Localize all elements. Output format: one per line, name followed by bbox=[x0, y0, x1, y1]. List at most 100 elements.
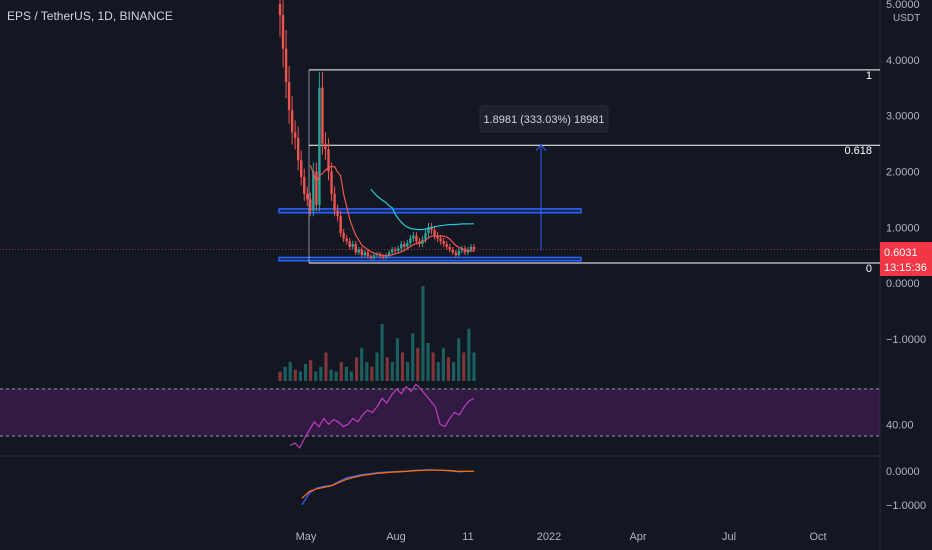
candle-body bbox=[315, 171, 318, 205]
price-axis[interactable]: 5.0000 4.0000 3.0000 2.0000 1.0000 0.0000 −1.0… bbox=[886, 0, 926, 346]
candle-body bbox=[354, 244, 357, 253]
candle-body bbox=[472, 246, 476, 250]
candle-body bbox=[424, 232, 427, 240]
ma-slow-line bbox=[370, 188, 474, 231]
candle-body bbox=[333, 193, 336, 211]
volume-bar bbox=[309, 360, 313, 381]
volume-bar bbox=[314, 371, 318, 381]
volume-bar bbox=[441, 347, 445, 381]
price-badge: 0.6031 13:15:36 bbox=[880, 242, 932, 276]
candle-body bbox=[451, 249, 454, 253]
volume-bar bbox=[395, 338, 400, 381]
volume-bar bbox=[390, 362, 394, 381]
candle-body bbox=[296, 137, 300, 161]
candle-body bbox=[439, 238, 442, 242]
price-series bbox=[278, 0, 476, 260]
volume-bar bbox=[385, 357, 389, 381]
volume-bar bbox=[436, 362, 440, 381]
fibonacci-retracement[interactable]: 1 0.618 0 bbox=[308, 69, 880, 275]
candle-body bbox=[351, 244, 354, 247]
volume-bar bbox=[451, 362, 456, 381]
price-tick-label: 3.0000 bbox=[886, 111, 920, 123]
time-tick-label: 11 bbox=[462, 531, 473, 543]
zone-rect[interactable] bbox=[278, 256, 582, 262]
volume-bar bbox=[293, 369, 297, 381]
candle-body bbox=[400, 244, 403, 249]
volume-bar bbox=[462, 352, 466, 381]
support-resistance-zones[interactable] bbox=[278, 208, 582, 262]
time-tick-label: 2022 bbox=[537, 531, 561, 543]
volume-bar bbox=[467, 328, 471, 381]
candle-body bbox=[321, 87, 324, 144]
price-tick-label: −1.0000 bbox=[886, 334, 926, 346]
candle-body bbox=[427, 227, 430, 233]
candle-body bbox=[457, 250, 461, 256]
volume-bar bbox=[416, 347, 420, 381]
price-tick-label: 1.0000 bbox=[886, 222, 920, 234]
rsi-tick-label: 40.00 bbox=[886, 419, 914, 431]
volume-bar bbox=[360, 347, 364, 381]
candle-body bbox=[369, 256, 373, 258]
volume-bar bbox=[344, 366, 348, 381]
price-tick-label: 5.0000 bbox=[886, 0, 920, 11]
volume-bar bbox=[411, 333, 415, 381]
candle-body bbox=[384, 255, 388, 258]
candle-body bbox=[348, 241, 351, 247]
volume-bar bbox=[426, 343, 430, 381]
price-tick-label: 4.0000 bbox=[886, 55, 920, 67]
rsi-series bbox=[289, 383, 475, 449]
candle-body bbox=[336, 210, 339, 217]
candle-body bbox=[406, 242, 409, 247]
currency-label: USDT bbox=[893, 13, 920, 24]
volume-bar bbox=[319, 366, 323, 381]
candle-body bbox=[357, 249, 361, 253]
price-tick-label: 0.0000 bbox=[886, 278, 920, 290]
time-tick-label: Oct bbox=[809, 531, 826, 543]
zone-rect[interactable] bbox=[278, 208, 582, 214]
volume-bar bbox=[334, 371, 338, 381]
time-axis[interactable]: May Aug 11 2022 Apr Jul Oct bbox=[296, 531, 827, 543]
macd-series-signal bbox=[301, 469, 475, 499]
volume-bar bbox=[365, 362, 369, 381]
candle-body bbox=[309, 199, 312, 211]
fib-label: 1 bbox=[866, 70, 872, 82]
time-tick-label: Apr bbox=[629, 531, 646, 543]
candle-body bbox=[442, 241, 445, 245]
candle-body bbox=[327, 149, 330, 172]
measure-tool[interactable]: 1.8981 (333.03%) 18981 bbox=[479, 105, 609, 251]
measure-label: 1.8981 (333.03%) 18981 bbox=[483, 114, 604, 126]
candle-body bbox=[345, 238, 348, 242]
symbol-title[interactable]: EPS / TetherUS, 1D, BINANCE bbox=[7, 9, 173, 23]
volume-bar bbox=[288, 362, 292, 381]
volume-bar bbox=[380, 324, 384, 381]
candle-body bbox=[363, 252, 367, 256]
candle-body bbox=[469, 246, 473, 250]
candle-body bbox=[339, 216, 342, 233]
candle-body bbox=[460, 248, 464, 251]
price-badge-countdown: 13:15:36 bbox=[884, 262, 927, 274]
candle-body bbox=[390, 249, 394, 253]
candle-body bbox=[415, 235, 418, 242]
measure-label-box bbox=[479, 105, 609, 133]
time-tick-label: Aug bbox=[386, 531, 406, 543]
volume-bar bbox=[406, 362, 410, 381]
candle-body bbox=[330, 171, 333, 194]
candle-body bbox=[412, 235, 415, 239]
candle-body bbox=[436, 235, 439, 239]
candle-body bbox=[445, 244, 448, 247]
volume-bar bbox=[339, 362, 343, 381]
candle-body bbox=[409, 238, 412, 243]
candle-body bbox=[312, 171, 315, 211]
candle-body bbox=[366, 252, 370, 257]
measure-arrow-head bbox=[535, 143, 547, 151]
volume-bar bbox=[431, 352, 435, 381]
price-badge-value: 0.6031 bbox=[884, 247, 918, 259]
candle-body bbox=[393, 249, 397, 251]
candle-body bbox=[403, 244, 406, 247]
fib-label: 0 bbox=[866, 263, 872, 275]
price-tick-label: 2.0000 bbox=[886, 166, 920, 178]
candle-body bbox=[324, 143, 327, 150]
ma-fast-line bbox=[309, 164, 475, 257]
volume-bar bbox=[349, 371, 354, 381]
